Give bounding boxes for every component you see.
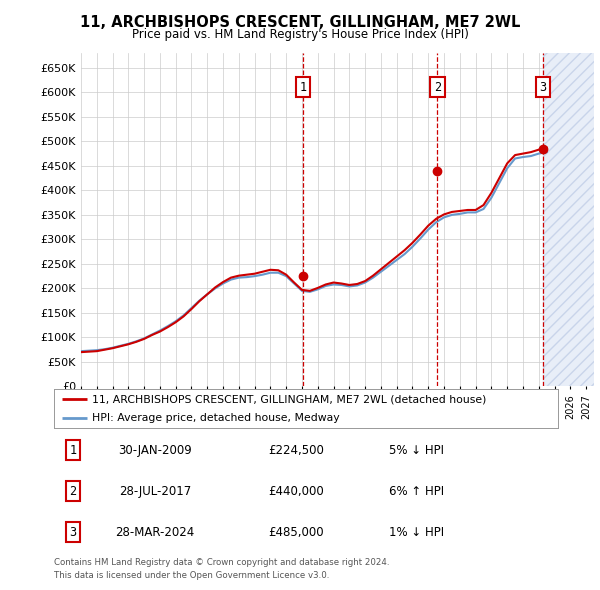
Text: This data is licensed under the Open Government Licence v3.0.: This data is licensed under the Open Gov…: [54, 571, 329, 579]
Text: 1% ↓ HPI: 1% ↓ HPI: [389, 526, 445, 539]
Text: 2: 2: [434, 81, 441, 94]
Text: 6% ↑ HPI: 6% ↑ HPI: [389, 484, 445, 498]
Text: £440,000: £440,000: [268, 484, 324, 498]
Text: 1: 1: [70, 444, 77, 457]
Text: Contains HM Land Registry data © Crown copyright and database right 2024.: Contains HM Land Registry data © Crown c…: [54, 558, 389, 566]
Text: 11, ARCHBISHOPS CRESCENT, GILLINGHAM, ME7 2WL: 11, ARCHBISHOPS CRESCENT, GILLINGHAM, ME…: [80, 15, 520, 30]
Text: 3: 3: [70, 526, 77, 539]
Text: 1: 1: [300, 81, 307, 94]
Text: 28-MAR-2024: 28-MAR-2024: [115, 526, 194, 539]
Text: 30-JAN-2009: 30-JAN-2009: [118, 444, 191, 457]
Text: 11, ARCHBISHOPS CRESCENT, GILLINGHAM, ME7 2WL (detached house): 11, ARCHBISHOPS CRESCENT, GILLINGHAM, ME…: [92, 394, 486, 404]
Text: HPI: Average price, detached house, Medway: HPI: Average price, detached house, Medw…: [92, 413, 340, 423]
Text: £224,500: £224,500: [268, 444, 324, 457]
Text: 3: 3: [539, 81, 546, 94]
Bar: [542, 53, 594, 386]
Text: £485,000: £485,000: [268, 526, 324, 539]
Bar: [542, 53, 594, 386]
Text: Price paid vs. HM Land Registry's House Price Index (HPI): Price paid vs. HM Land Registry's House …: [131, 28, 469, 41]
Text: 28-JUL-2017: 28-JUL-2017: [119, 484, 191, 498]
Text: 2: 2: [70, 484, 77, 498]
Text: 5% ↓ HPI: 5% ↓ HPI: [389, 444, 445, 457]
